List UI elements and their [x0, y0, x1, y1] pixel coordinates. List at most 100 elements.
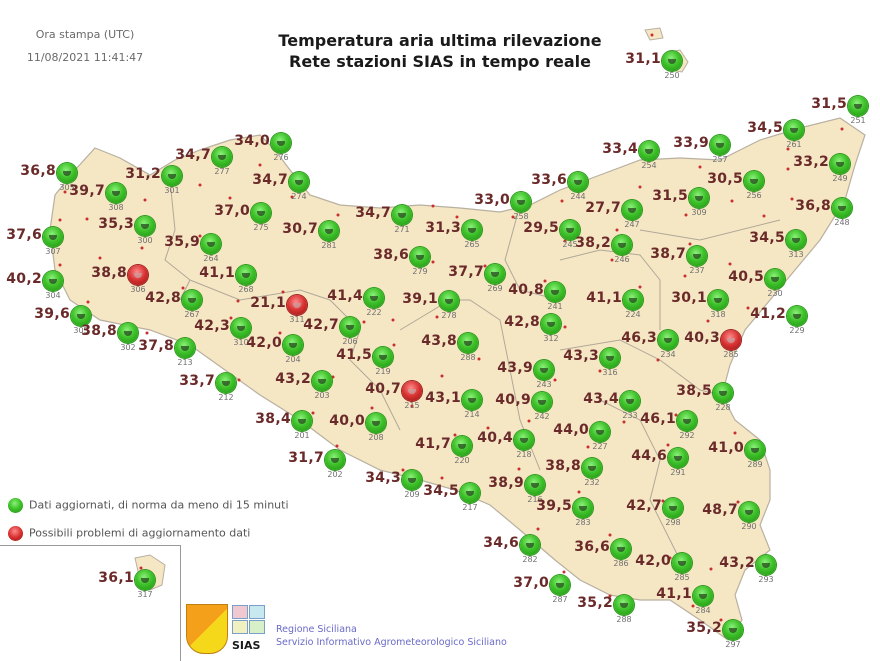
ok-status-icon[interactable]	[622, 200, 642, 220]
station-marker[interactable]: 41,1 284	[656, 586, 713, 615]
ok-status-icon[interactable]	[623, 290, 643, 310]
ok-status-icon[interactable]	[611, 539, 631, 559]
ok-status-icon[interactable]	[182, 290, 202, 310]
ok-status-icon[interactable]	[590, 422, 610, 442]
station-marker[interactable]: 42,8 312	[504, 314, 561, 343]
station-marker[interactable]: 42,7 298	[626, 498, 683, 527]
ok-status-icon[interactable]	[545, 282, 565, 302]
ok-status-icon[interactable]	[392, 205, 412, 225]
ok-status-icon[interactable]	[668, 448, 688, 468]
station-marker[interactable]: 38,6 279	[373, 247, 430, 276]
station-marker[interactable]: 41,1 224	[586, 290, 643, 319]
warn-status-icon[interactable]	[287, 295, 307, 315]
ok-status-icon[interactable]	[283, 335, 303, 355]
ok-status-icon[interactable]	[784, 120, 804, 140]
ok-status-icon[interactable]	[175, 338, 195, 358]
ok-status-icon[interactable]	[765, 269, 785, 289]
station-marker[interactable]: 34,7 271	[355, 205, 412, 234]
ok-status-icon[interactable]	[532, 392, 552, 412]
ok-status-icon[interactable]	[708, 290, 728, 310]
station-marker[interactable]: 38,9 216	[488, 475, 545, 504]
station-marker[interactable]: 36,8 303	[20, 163, 77, 192]
ok-status-icon[interactable]	[739, 502, 759, 522]
warn-status-icon[interactable]	[128, 265, 148, 285]
ok-status-icon[interactable]	[568, 172, 588, 192]
station-marker[interactable]: 38,2 246	[575, 235, 632, 264]
ok-status-icon[interactable]	[216, 373, 236, 393]
ok-status-icon[interactable]	[43, 271, 63, 291]
ok-status-icon[interactable]	[534, 360, 554, 380]
station-marker[interactable]: 35,9 264	[164, 234, 221, 263]
ok-status-icon[interactable]	[525, 475, 545, 495]
ok-status-icon[interactable]	[410, 247, 430, 267]
station-marker[interactable]: 41,2 229	[750, 306, 807, 335]
station-marker[interactable]: 44,6 291	[631, 448, 688, 477]
ok-status-icon[interactable]	[462, 220, 482, 240]
station-marker[interactable]: 37,7 269	[448, 264, 505, 293]
ok-status-icon[interactable]	[550, 575, 570, 595]
ok-status-icon[interactable]	[745, 440, 765, 460]
station-marker[interactable]: 38,7 237	[650, 246, 707, 275]
ok-status-icon[interactable]	[541, 314, 561, 334]
warn-status-icon[interactable]	[721, 330, 741, 350]
station-marker[interactable]: 35,2 297	[686, 620, 743, 649]
station-marker[interactable]: 21,1 311	[250, 295, 307, 324]
station-marker[interactable]: 31,7 202	[288, 450, 345, 479]
station-marker[interactable]: 40,9 242	[495, 392, 552, 421]
ok-status-icon[interactable]	[744, 171, 764, 191]
station-marker[interactable]: 42,0 204	[246, 335, 303, 364]
ok-status-icon[interactable]	[639, 141, 659, 161]
ok-status-icon[interactable]	[162, 166, 182, 186]
ok-status-icon[interactable]	[135, 570, 155, 590]
station-marker[interactable]: 37,8 213	[138, 338, 195, 367]
station-marker[interactable]: 33,6 244	[531, 172, 588, 201]
ok-status-icon[interactable]	[620, 391, 640, 411]
station-marker[interactable]: 34,5 217	[423, 483, 480, 512]
ok-status-icon[interactable]	[520, 535, 540, 555]
ok-status-icon[interactable]	[118, 323, 138, 343]
station-marker[interactable]: 43,3 316	[563, 348, 620, 377]
ok-status-icon[interactable]	[723, 620, 743, 640]
station-marker[interactable]: 40,8 241	[508, 282, 565, 311]
station-marker[interactable]: 40,0 208	[329, 413, 386, 442]
ok-status-icon[interactable]	[462, 390, 482, 410]
ok-status-icon[interactable]	[756, 555, 776, 575]
station-marker[interactable]: 40,4 218	[477, 430, 534, 459]
station-marker[interactable]: 43,4 233	[583, 391, 640, 420]
station-marker[interactable]: 27,7 247	[585, 200, 642, 229]
ok-status-icon[interactable]	[43, 227, 63, 247]
ok-status-icon[interactable]	[373, 347, 393, 367]
station-marker[interactable]: 36,1 317	[98, 570, 155, 599]
station-marker[interactable]: 39,5 283	[536, 498, 593, 527]
ok-status-icon[interactable]	[231, 318, 251, 338]
station-marker[interactable]: 35,2 288	[577, 595, 634, 624]
station-marker[interactable]: 34,0 276	[234, 133, 291, 162]
station-marker[interactable]: 46,1 292	[640, 411, 697, 440]
station-marker[interactable]: 34,7 277	[175, 147, 232, 176]
ok-status-icon[interactable]	[340, 317, 360, 337]
station-marker[interactable]: 38,4 201	[255, 411, 312, 440]
ok-status-icon[interactable]	[460, 483, 480, 503]
station-marker[interactable]: 33,4 254	[602, 141, 659, 170]
station-marker[interactable]: 39,1 278	[402, 291, 459, 320]
ok-status-icon[interactable]	[514, 430, 534, 450]
ok-status-icon[interactable]	[612, 235, 632, 255]
ok-status-icon[interactable]	[658, 330, 678, 350]
station-marker[interactable]: 31,5 309	[652, 188, 709, 217]
station-marker[interactable]: 36,6 286	[574, 539, 631, 568]
station-marker[interactable]: 43,8 288	[421, 333, 478, 362]
ok-status-icon[interactable]	[687, 246, 707, 266]
ok-status-icon[interactable]	[677, 411, 697, 431]
station-marker[interactable]: 33,9 257	[673, 135, 730, 164]
ok-status-icon[interactable]	[366, 413, 386, 433]
station-marker[interactable]: 34,5 261	[747, 120, 804, 149]
station-marker[interactable]: 44,0 227	[553, 422, 610, 451]
station-marker[interactable]: 35,3 300	[98, 216, 155, 245]
ok-status-icon[interactable]	[830, 154, 850, 174]
ok-status-icon[interactable]	[672, 553, 692, 573]
ok-status-icon[interactable]	[848, 96, 868, 116]
station-marker[interactable]: 43,2 203	[275, 371, 332, 400]
station-marker[interactable]: 37,0 275	[214, 203, 271, 232]
ok-status-icon[interactable]	[458, 333, 478, 353]
station-marker[interactable]: 48,7 290	[702, 502, 759, 531]
